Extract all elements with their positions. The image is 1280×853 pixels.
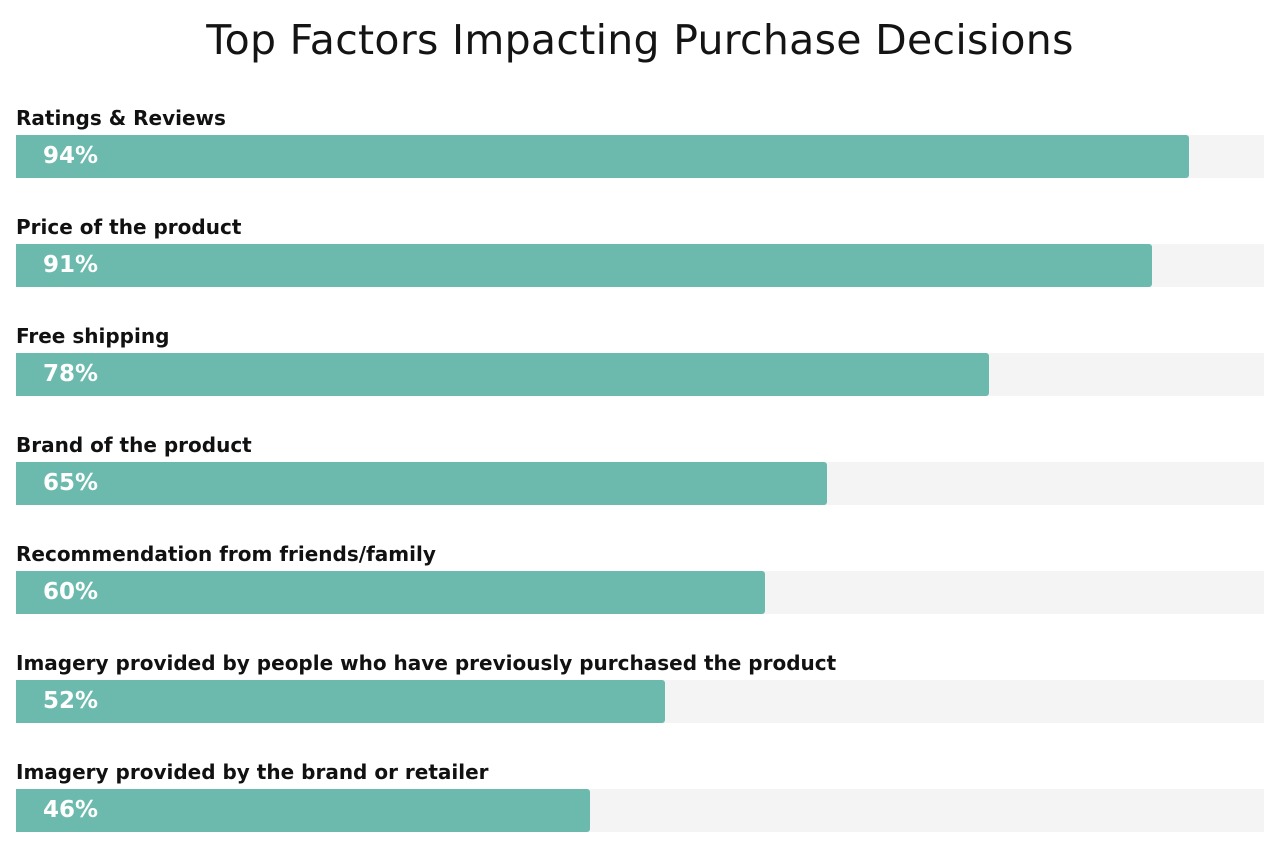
bar-track: 94% <box>16 135 1264 178</box>
data-label: 78% <box>43 361 99 387</box>
bar-row: Brand of the product 65% <box>16 431 1264 511</box>
category-label: Imagery provided by people who have prev… <box>16 651 837 675</box>
bar-track: 46% <box>16 789 1264 832</box>
bar-row: Imagery provided by the brand or retaile… <box>16 758 1264 838</box>
bar-row: Ratings & Reviews 94% <box>16 104 1264 184</box>
data-label: 52% <box>43 688 99 714</box>
bar: 60% <box>16 571 765 614</box>
data-label: 60% <box>43 579 99 605</box>
bar-row: Price of the product 91% <box>16 213 1264 293</box>
bar-row: Imagery provided by people who have prev… <box>16 649 1264 729</box>
category-label: Imagery provided by the brand or retaile… <box>16 760 489 784</box>
data-label: 91% <box>43 252 99 278</box>
bar: 94% <box>16 135 1189 178</box>
bar: 46% <box>16 789 590 832</box>
bar: 52% <box>16 680 665 723</box>
bar-track: 60% <box>16 571 1264 614</box>
bar: 78% <box>16 353 989 396</box>
data-label: 46% <box>43 797 99 823</box>
bar-track: 91% <box>16 244 1264 287</box>
bar-track: 78% <box>16 353 1264 396</box>
data-label: 65% <box>43 470 99 496</box>
bar-chart: Ratings & Reviews 94% Price of the product… <box>16 104 1264 844</box>
bar-row: Free shipping 78% <box>16 322 1264 402</box>
category-label: Recommendation from friends/family <box>16 542 436 566</box>
bar-track: 65% <box>16 462 1264 505</box>
chart-title: Top Factors Impacting Purchase Decisions <box>206 16 1074 64</box>
bar: 91% <box>16 244 1152 287</box>
bar-track: 52% <box>16 680 1264 723</box>
bar: 65% <box>16 462 827 505</box>
category-label: Brand of the product <box>16 433 252 457</box>
category-label: Ratings & Reviews <box>16 106 226 130</box>
bar-row: Recommendation from friends/family 60% <box>16 540 1264 620</box>
category-label: Price of the product <box>16 215 242 239</box>
category-label: Free shipping <box>16 324 170 348</box>
data-label: 94% <box>43 143 99 169</box>
